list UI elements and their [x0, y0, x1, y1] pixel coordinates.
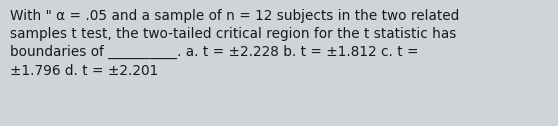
Text: With " α = .05 and a sample of n = 12 subjects in the two related
samples t test: With " α = .05 and a sample of n = 12 su… — [10, 9, 459, 77]
